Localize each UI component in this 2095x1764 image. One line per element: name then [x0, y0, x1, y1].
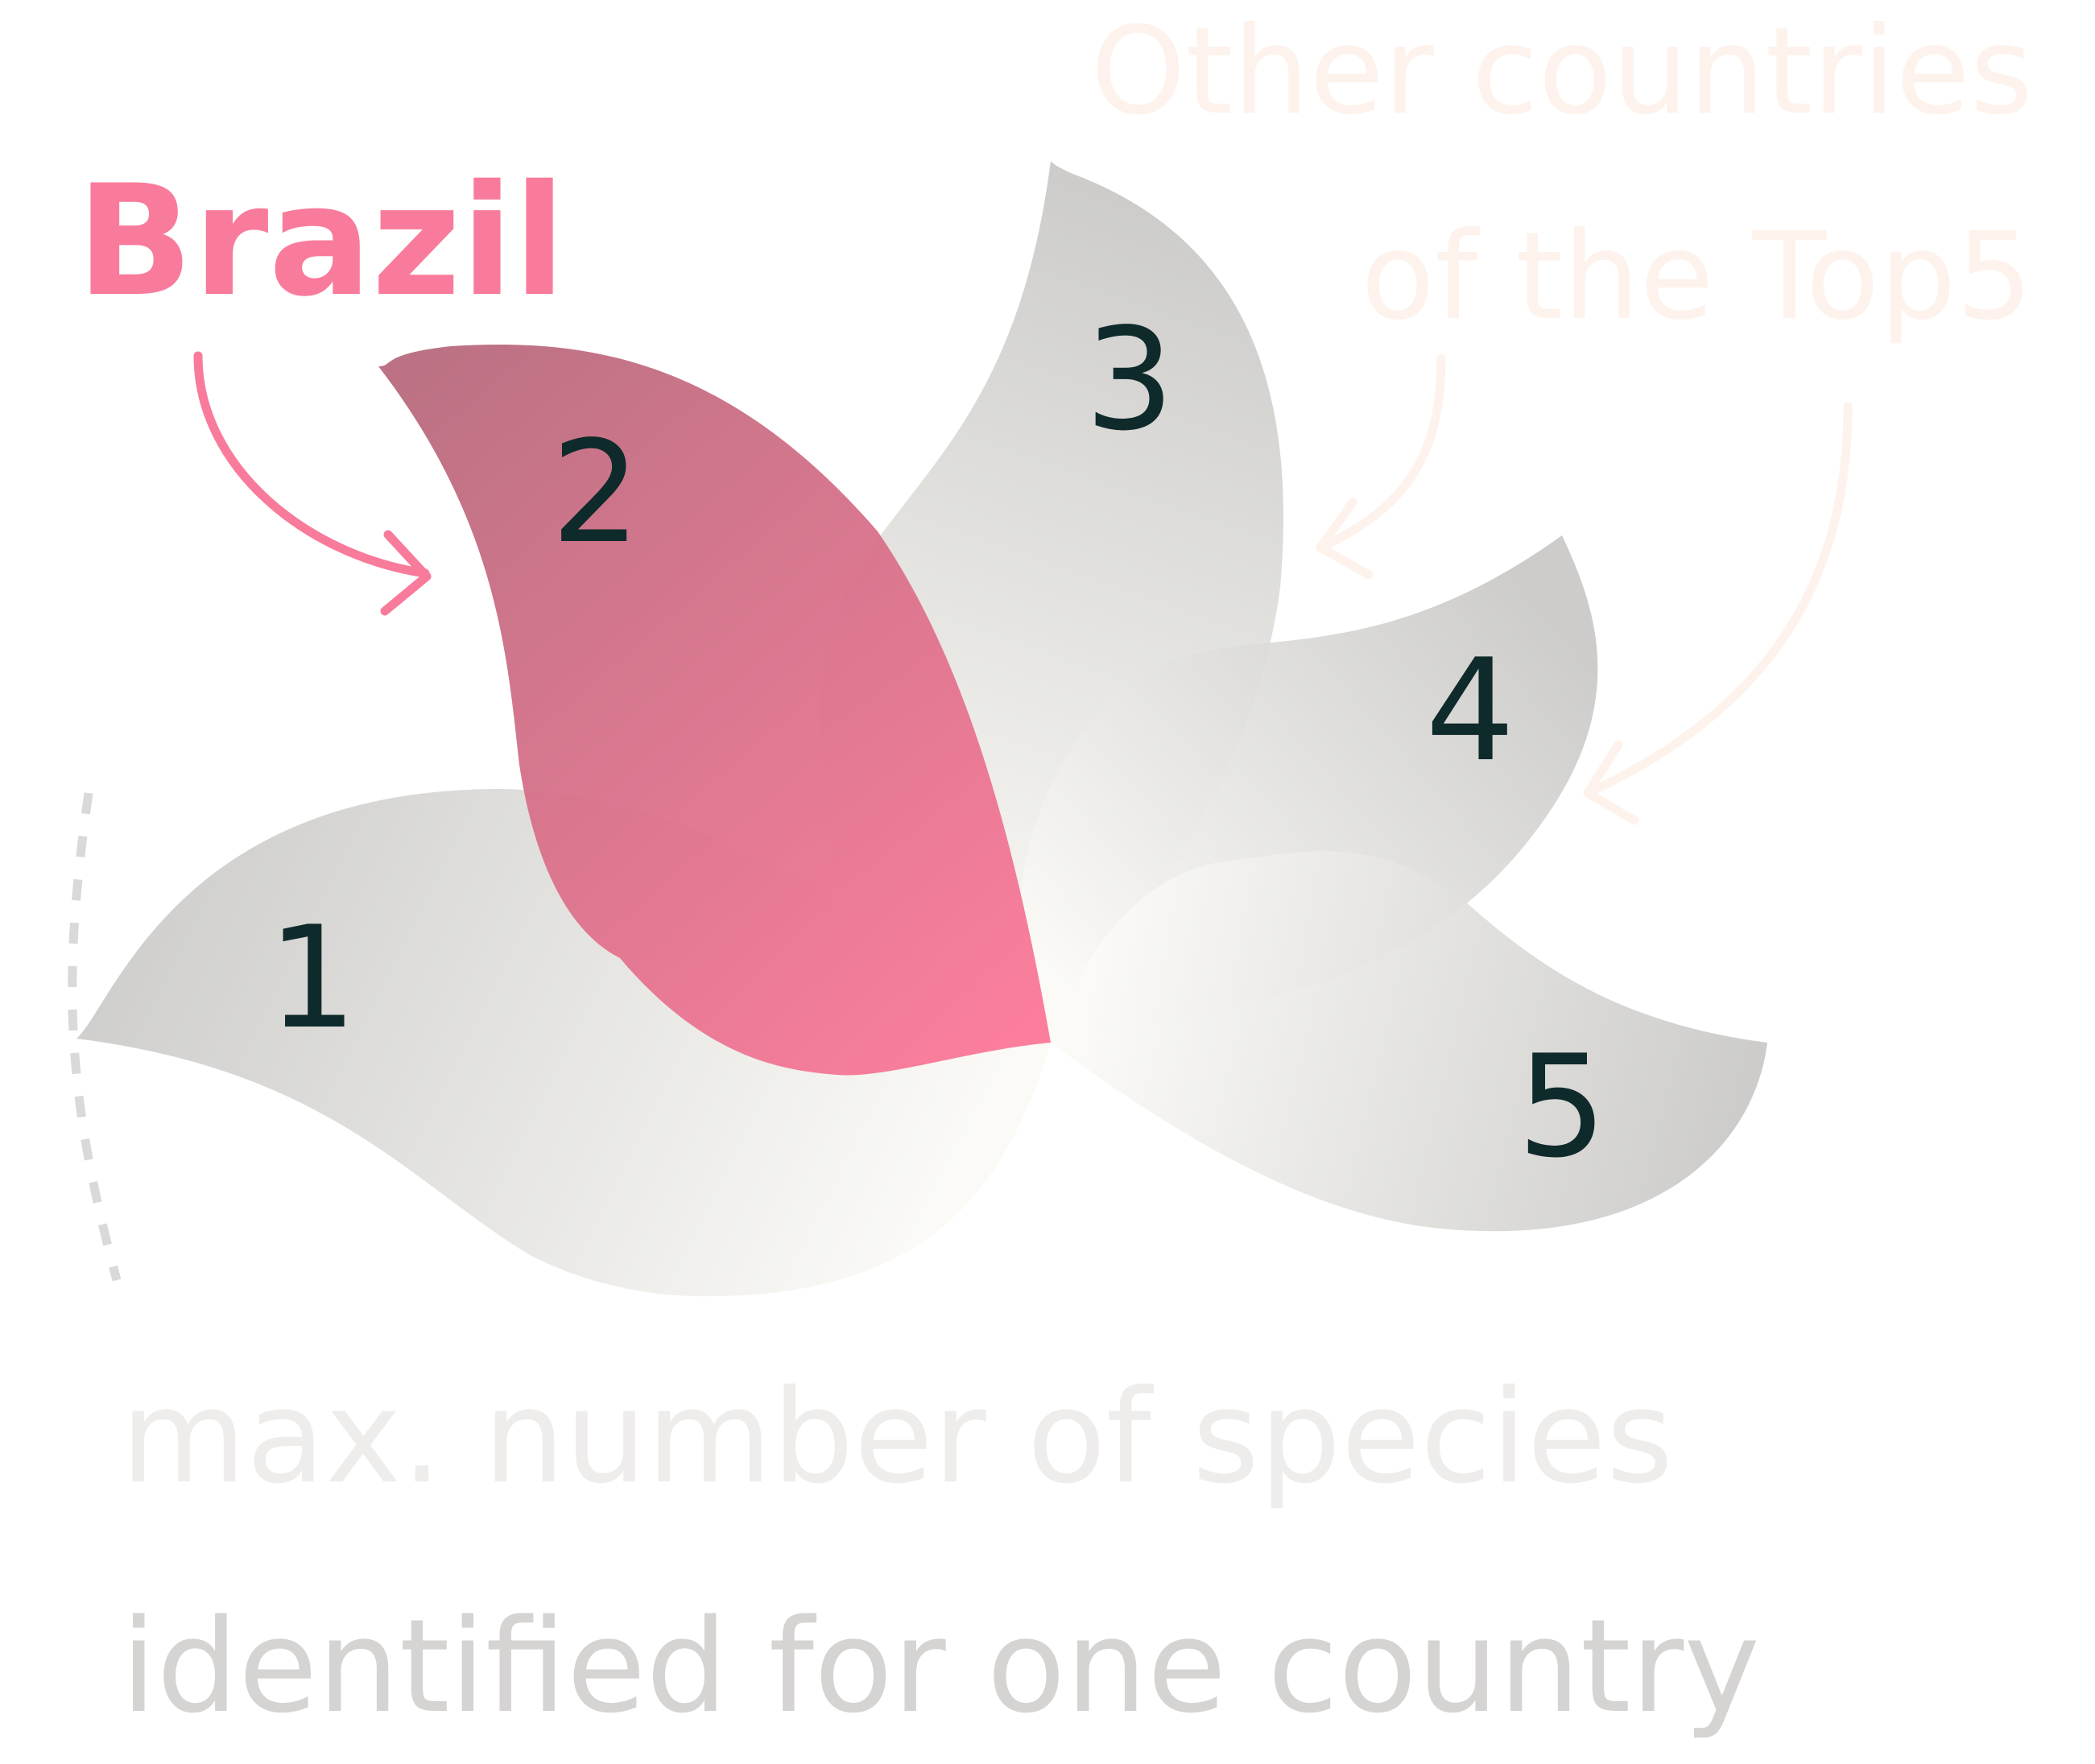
others-label-line1: Other countries: [1090, 2, 2033, 142]
petal-2[interactable]: [378, 344, 1051, 1076]
rank-label-5: 5: [1517, 1026, 1606, 1189]
others-label-line2: of the Top5: [1361, 207, 2033, 347]
caption-line1: max. number of species: [121, 1361, 1673, 1512]
brazil-arrow-icon: [193, 351, 432, 616]
rank-label-3: 3: [1085, 299, 1174, 462]
rank-label-2: 2: [551, 411, 640, 575]
rank-label-4: 4: [1425, 630, 1514, 793]
highlight-label: Brazil: [76, 152, 566, 330]
petal-5: [1051, 851, 1767, 1232]
rank-labels: 1 2 3 4 5: [267, 299, 1606, 1189]
rank-label-1: 1: [267, 897, 357, 1060]
others-arrow-icon: [1316, 353, 1853, 825]
caption-line2: identified for one country: [121, 1591, 1760, 1741]
others-label: Other countries of the Top5: [1090, 2, 2033, 347]
